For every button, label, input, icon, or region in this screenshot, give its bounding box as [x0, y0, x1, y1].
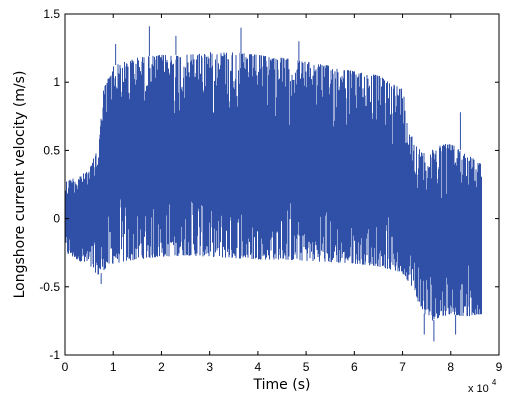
x-tick-label: 7 — [399, 360, 406, 374]
y-tick-label: 0.5 — [43, 143, 60, 157]
y-tick-label: 0 — [53, 212, 60, 226]
x-axis-multiplier-base: x 10 — [468, 383, 489, 395]
x-tick-label: 5 — [303, 360, 310, 374]
x-tick-label: 0 — [62, 360, 69, 374]
x-axis-title: Time (s) — [253, 377, 311, 393]
x-tick-label: 8 — [447, 360, 454, 374]
y-axis-title: Longshore current velocity (m/s) — [12, 71, 28, 299]
x-tick-label: 6 — [351, 360, 358, 374]
x-axis-ticks: 0 1 2 3 4 5 6 7 8 9 — [62, 14, 503, 374]
x-tick-label: 3 — [206, 360, 213, 374]
y-tick-label: 1.5 — [43, 7, 60, 21]
y-tick-label: 1 — [53, 75, 60, 89]
x-axis-multiplier: x 10 4 — [468, 378, 497, 395]
y-tick-label: -0.5 — [39, 280, 60, 294]
x-tick-label: 9 — [496, 360, 503, 374]
y-axis-ticks: -1 -0.5 0 0.5 1 1.5 — [39, 7, 499, 362]
plot-area-frame — [64, 13, 500, 356]
x-tick-label: 4 — [255, 360, 262, 374]
x-tick-label: 1 — [110, 360, 117, 374]
y-tick-label: -1 — [49, 348, 60, 362]
x-tick-label: 2 — [158, 360, 165, 374]
x-axis-multiplier-exponent: 4 — [492, 378, 497, 387]
